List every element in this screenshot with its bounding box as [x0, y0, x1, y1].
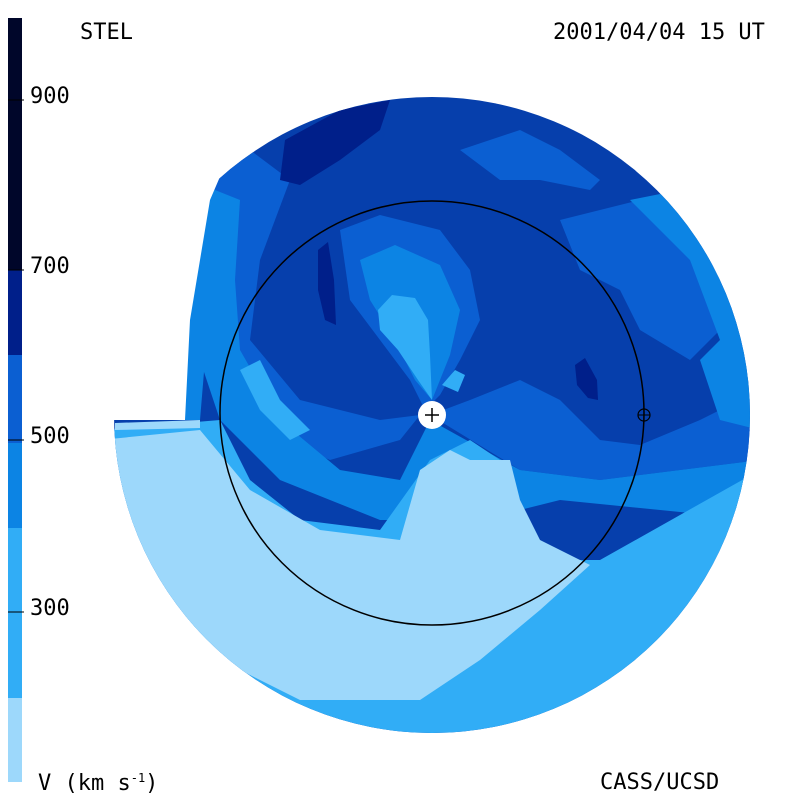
colorbar-level-5: [8, 270, 22, 355]
contour-300-400-small: [442, 370, 465, 392]
colorbar-label-500: 500: [30, 424, 70, 449]
colorbar-label-300: 300: [30, 596, 70, 621]
contour-500-600-top: [460, 130, 600, 190]
contour-300-400-left-streaks: [240, 360, 310, 440]
colorbar: [8, 18, 24, 782]
colorbar-level-4: [8, 355, 22, 443]
sun-marker: [418, 401, 446, 429]
colorbar-label-700: 700: [30, 254, 70, 279]
contour-200-300: [114, 430, 590, 700]
notch-stripe: [115, 420, 200, 430]
disk-notch-mask: [100, 90, 235, 420]
timestamp-label: 2001/04/04 15 UT: [553, 20, 765, 45]
unit-label: V (km s-1): [38, 771, 159, 796]
colorbar-level-6: [8, 18, 22, 270]
colorbar-level-1: [8, 698, 22, 782]
colorbar-level-2: [8, 528, 22, 698]
contour-300-400-core: [378, 295, 432, 400]
instrument-label: STEL: [80, 20, 133, 45]
contour-500-600-lower: [430, 380, 750, 480]
contour-700-800-streak: [318, 242, 336, 325]
contour-700-800-top: [280, 100, 390, 185]
colorbar-level-3: [8, 443, 22, 528]
credit-label: CASS/UCSD: [600, 770, 720, 795]
colorbar-label-900: 900: [30, 84, 70, 109]
earth-marker: [637, 408, 651, 422]
contour-700-800-right: [575, 358, 598, 400]
